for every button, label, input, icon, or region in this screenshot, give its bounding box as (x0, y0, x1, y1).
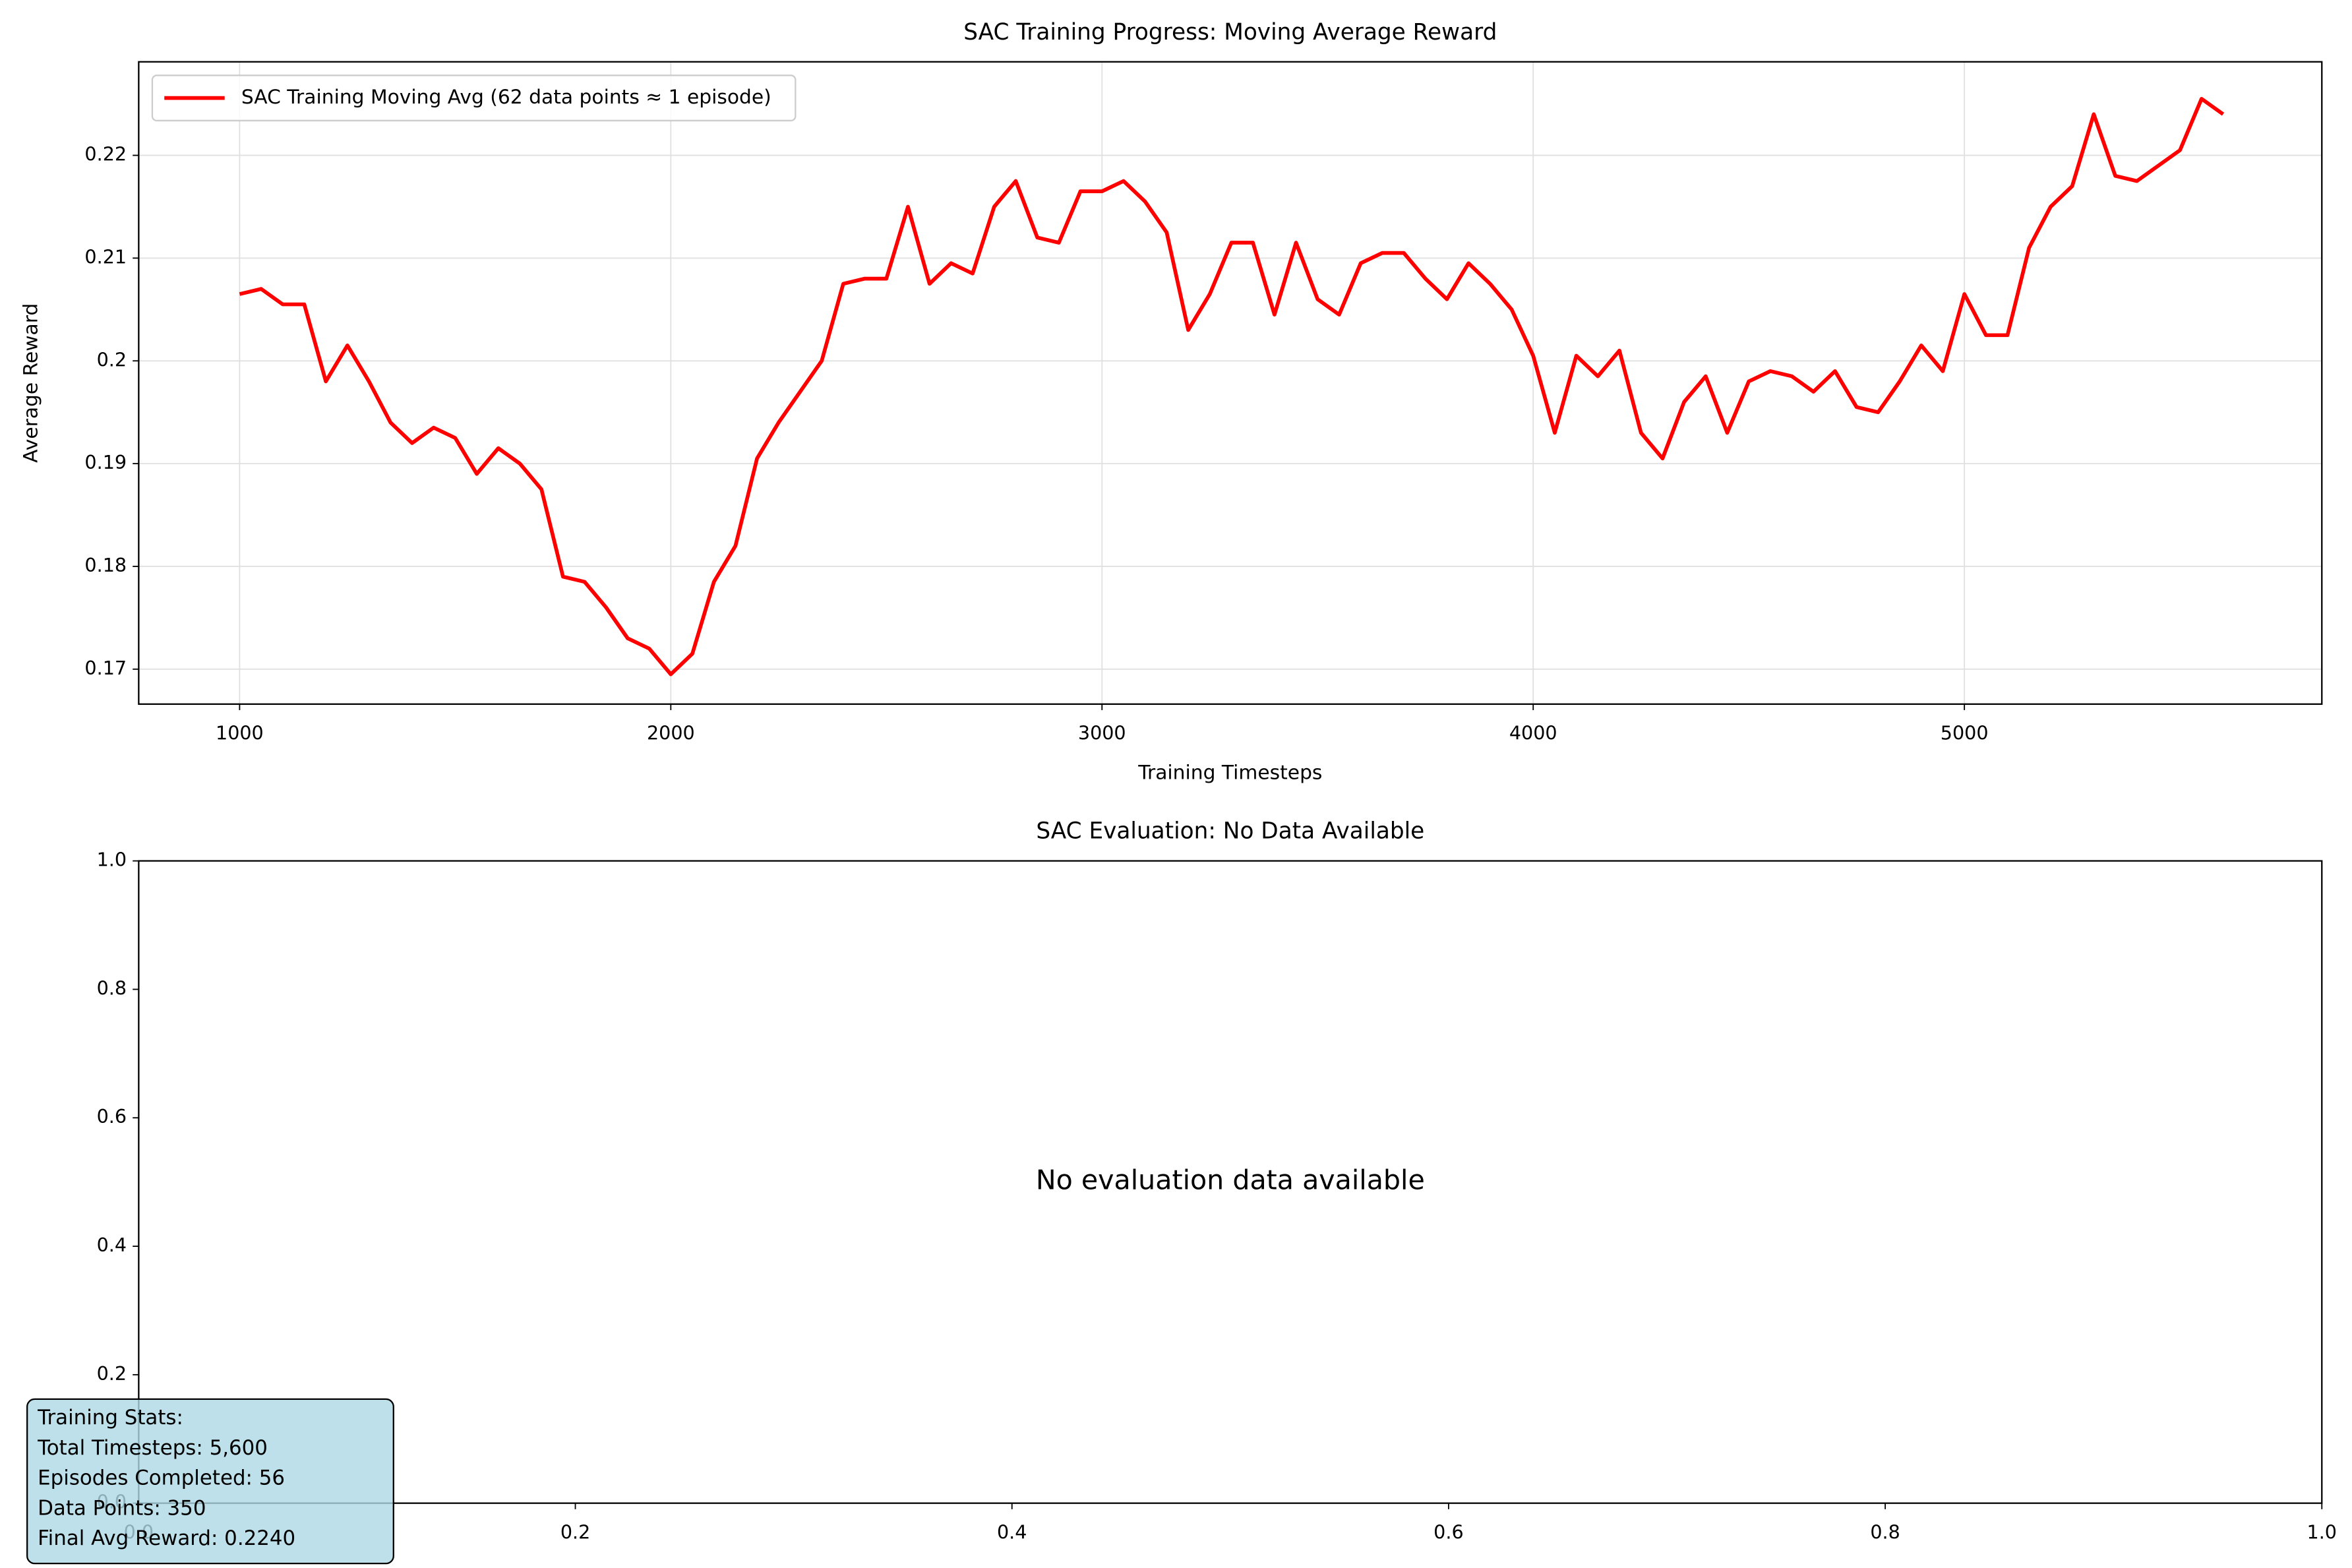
chart-title: SAC Training Progress: Moving Average Re… (963, 19, 1497, 45)
y-tick-label: 0.18 (84, 554, 127, 576)
x-tick-label: 1.0 (2307, 1521, 2337, 1543)
y-tick-label: 0.17 (84, 657, 127, 679)
stats-line: Final Avg Reward: 0.2240 (38, 1526, 295, 1550)
x-tick-label: 5000 (1941, 722, 1989, 744)
data-line (239, 96, 2225, 677)
legend-box (151, 75, 797, 122)
plot-area (138, 860, 2322, 1503)
x-tick-label: 0.2 (560, 1521, 590, 1543)
stats-box (26, 1398, 394, 1565)
x-tick-label: 0.8 (1870, 1521, 1900, 1543)
y-tick-label: 1.0 (97, 849, 127, 871)
x-tick-label: 0.4 (997, 1521, 1027, 1543)
y-tick-label: 0.2 (97, 348, 127, 371)
y-tick-label: 0.21 (84, 245, 127, 268)
x-axis-label: Training Timesteps (1137, 761, 1322, 784)
x-tick-label: 1000 (216, 722, 264, 744)
y-tick-label: 0.2 (97, 1362, 127, 1385)
x-tick-label: 4000 (1509, 722, 1557, 744)
axes-frame (138, 860, 2323, 1504)
stats-line: Episodes Completed: 56 (38, 1466, 285, 1490)
stats-line: Training Stats: (37, 1406, 183, 1430)
y-tick-label: 0.6 (97, 1105, 127, 1128)
plot-area (138, 61, 2322, 704)
y-axis-label: Average Reward (20, 303, 43, 463)
y-tick-label: 0.8 (97, 977, 127, 999)
y-tick-label: 0.19 (84, 451, 127, 473)
y-tick-label: 0.22 (84, 143, 127, 166)
stats-line: Data Points: 350 (38, 1496, 206, 1520)
axes-frame (138, 61, 2323, 705)
x-tick-label: 0.6 (1433, 1521, 1463, 1543)
legend-label: SAC Training Moving Avg (62 data points … (241, 86, 771, 109)
x-tick-label: 3000 (1078, 722, 1126, 744)
no-data-text: No evaluation data available (1036, 1164, 1425, 1196)
x-tick-label: 2000 (647, 722, 695, 744)
y-tick-label: 0.4 (97, 1234, 127, 1256)
chart-title: SAC Evaluation: No Data Available (1036, 818, 1424, 845)
stats-line: Total Timesteps: 5,600 (37, 1436, 268, 1460)
